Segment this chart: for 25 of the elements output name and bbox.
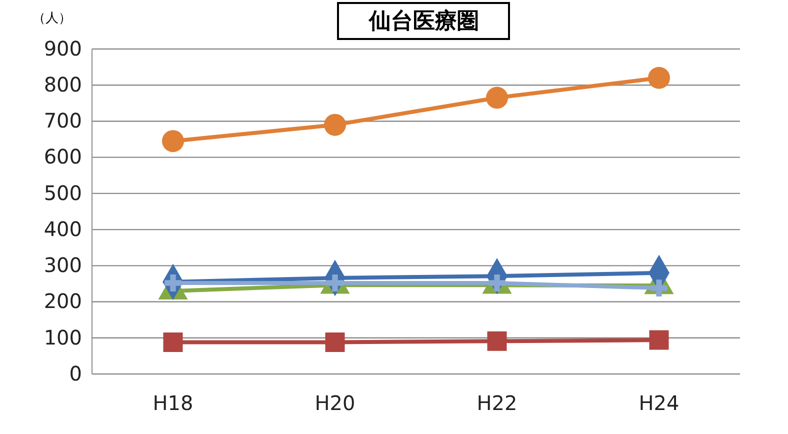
y-tick-label: 300	[44, 253, 82, 278]
point	[650, 280, 668, 297]
y-tick-label: 600	[44, 144, 82, 169]
chart-title: 仙台医療圏	[368, 8, 479, 34]
x-tick-label: H22	[476, 391, 518, 416]
point	[649, 330, 669, 350]
x-tick-label: H24	[638, 391, 680, 416]
point	[163, 332, 183, 352]
y-tick-label: 500	[44, 180, 82, 205]
point	[486, 86, 508, 109]
x-tick-label: H18	[152, 391, 194, 416]
x-tick-label: H20	[314, 391, 356, 416]
point	[324, 114, 346, 136]
point	[648, 66, 670, 89]
y-tick-label: 100	[44, 325, 82, 350]
y-tick-label: 800	[44, 72, 82, 97]
y-tick-label: 0	[69, 361, 82, 386]
y-tick-label: 700	[44, 108, 82, 133]
y-axis-title: （人）	[32, 11, 72, 26]
point	[162, 130, 184, 152]
y-tick-label: 400	[44, 216, 82, 241]
point	[325, 332, 345, 352]
y-tick-label: 900	[44, 36, 82, 60]
point	[487, 331, 507, 351]
y-tick-label: 200	[44, 289, 82, 314]
